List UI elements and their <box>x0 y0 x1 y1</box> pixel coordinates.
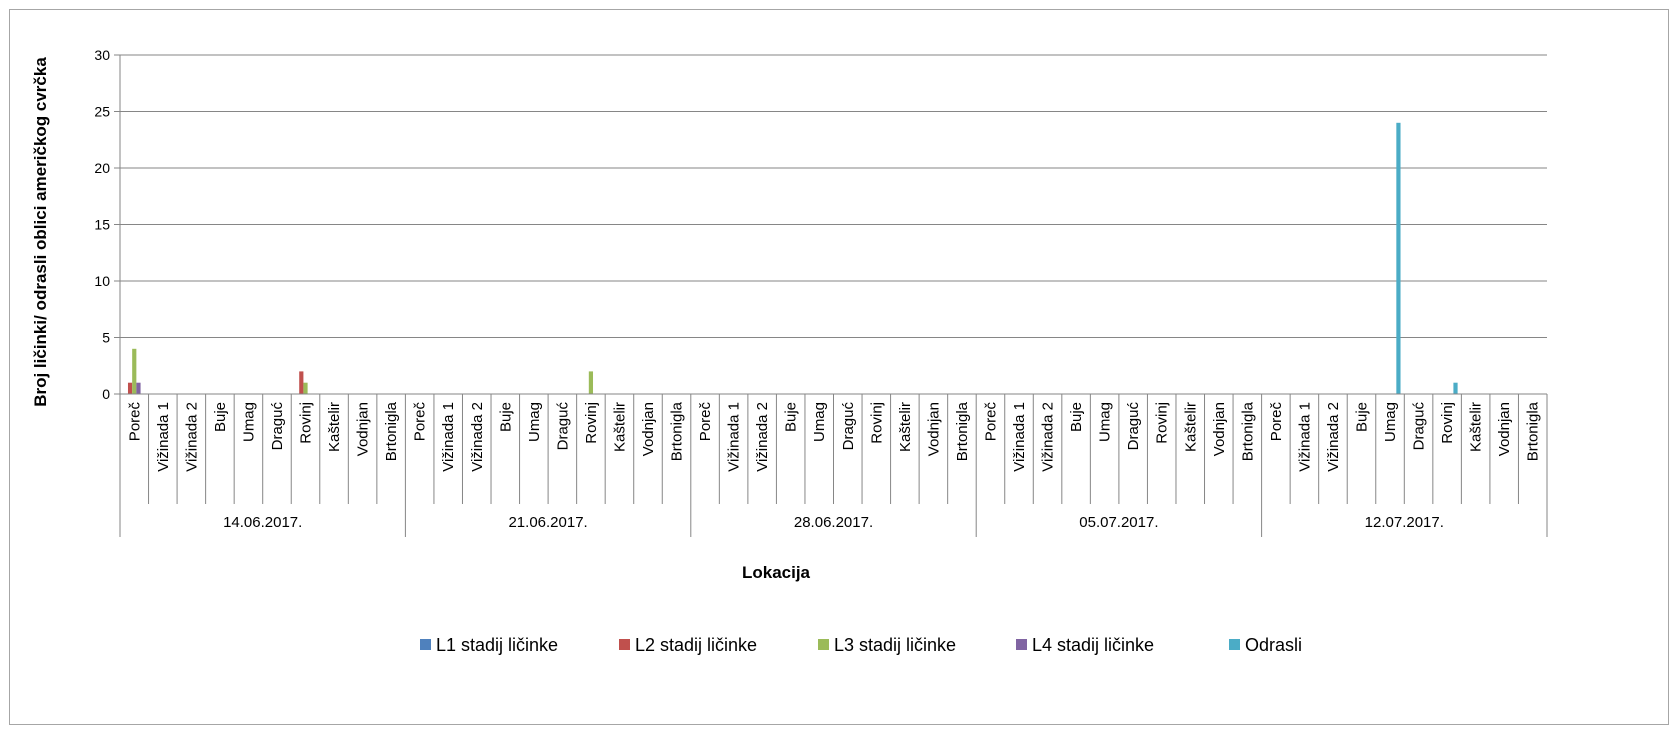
x-axis: Poreč Vižinada 1 Vižinada 2 Buje Umag Draguć R… <box>119 393 1548 537</box>
y-tick-label: 15 <box>94 217 110 233</box>
x-category-label: Brtonigla <box>954 401 971 461</box>
x-category-label: Vodnjan <box>1496 402 1513 456</box>
x-category-label: Draguć <box>554 402 571 451</box>
y-tick-label: 25 <box>94 104 110 120</box>
legend-label: Odrasli <box>1245 635 1302 655</box>
bar <box>132 348 137 394</box>
x-category-label: Draguć <box>1411 402 1428 451</box>
legend-label: L2 stadij ličinke <box>635 635 757 655</box>
x-group-label: 12.07.2017. <box>1365 514 1444 531</box>
x-category-label: Rovinj <box>1154 402 1171 444</box>
x-category-label: Draguć <box>269 402 286 451</box>
x-category-label: Buje <box>212 402 229 432</box>
x-category-label: Vižinada 2 <box>469 402 486 472</box>
bars <box>127 122 1458 395</box>
x-category-label: Vižinada 2 <box>754 402 771 472</box>
bar <box>136 382 141 394</box>
x-category-label: Umag <box>1097 402 1114 442</box>
legend-swatch <box>1229 639 1240 650</box>
y-axis-ticks: 0 5 10 15 20 25 30 <box>94 47 121 402</box>
x-category-label: Rovinj <box>583 402 600 444</box>
bar <box>1396 122 1401 395</box>
legend-swatch <box>619 639 630 650</box>
y-tick-label: 30 <box>94 47 110 63</box>
x-category-label: Buje <box>497 402 514 432</box>
x-category-label: Vodnjan <box>355 402 372 456</box>
bar <box>127 382 133 394</box>
y-tick-label: 0 <box>102 386 110 402</box>
x-category-label: Umag <box>240 402 257 442</box>
x-category-label: Rovinj <box>868 402 885 444</box>
x-category-label: Umag <box>811 402 828 442</box>
x-category-label: Vodnjan <box>1211 402 1228 456</box>
x-category-label: Kaštelir <box>1182 402 1199 452</box>
x-category-label: Vodnjan <box>925 402 942 456</box>
x-category-label: Umag <box>1382 402 1399 442</box>
x-category-label: Vižinada 1 <box>440 402 457 472</box>
legend-label: L4 stadij ličinke <box>1032 635 1154 655</box>
x-category-label: Brtonigla <box>1525 401 1542 461</box>
x-category-label: Kaštelir <box>326 402 343 452</box>
legend-label: L3 stadij ličinke <box>834 635 956 655</box>
x-category-label: Vižinada 2 <box>1325 402 1342 472</box>
legend: L1 stadij ličinke L2 stadij ličinke L3 sta… <box>420 635 1302 655</box>
x-category-label: Vižinada 2 <box>1040 402 1057 472</box>
x-category-label: Poreč <box>1268 402 1285 442</box>
x-category-label: Draguć <box>1125 402 1142 451</box>
x-category-label: Rovinj <box>298 402 315 444</box>
x-category-label: Poreč <box>126 402 143 442</box>
legend-swatch <box>818 639 829 650</box>
legend-label: L1 stadij ličinke <box>436 635 558 655</box>
gridlines <box>120 54 1547 338</box>
y-axis-title: Broj ličinki/ odrasli oblici američkog c… <box>31 57 50 407</box>
x-category-label: Vižinada 1 <box>1011 402 1028 472</box>
bar <box>299 371 304 394</box>
x-category-label: Brtonigla <box>383 401 400 461</box>
x-category-label: Vižinada 1 <box>155 402 172 472</box>
bar <box>303 382 308 394</box>
legend-swatch <box>420 639 431 650</box>
x-category-label: Brtonigla <box>669 401 686 461</box>
x-category-label: Kaštelir <box>1468 402 1485 452</box>
y-tick-label: 5 <box>102 330 110 346</box>
x-category-label: Poreč <box>697 402 714 442</box>
x-category-label: Umag <box>526 402 543 442</box>
x-axis-title: Lokacija <box>742 563 811 582</box>
bar <box>1453 382 1458 394</box>
x-category-label: Poreč <box>982 402 999 442</box>
bar <box>588 371 594 394</box>
x-category-label: Buje <box>1068 402 1085 432</box>
x-category-label: Rovinj <box>1439 402 1456 444</box>
x-category-label: Vižinada 2 <box>183 402 200 472</box>
x-category-label: Brtonigla <box>1239 401 1256 461</box>
x-category-label: Buje <box>1353 402 1370 432</box>
x-category-label: Kaštelir <box>897 402 914 452</box>
y-tick-label: 20 <box>94 160 110 176</box>
x-category-label: Vižinada 1 <box>1296 402 1313 472</box>
x-group-label: 28.06.2017. <box>794 514 873 531</box>
x-group-label: 05.07.2017. <box>1079 514 1158 531</box>
x-category-label: Vodnjan <box>640 402 657 456</box>
x-category-label: Draguć <box>840 402 857 451</box>
chart-border <box>9 9 1669 725</box>
legend-swatch <box>1016 639 1027 650</box>
x-category-label: Poreč <box>412 402 429 442</box>
x-category-label: Buje <box>783 402 800 432</box>
x-category-label: Kaštelir <box>611 402 628 452</box>
y-tick-label: 10 <box>94 273 110 289</box>
x-category-label: Vižinada 1 <box>726 402 743 472</box>
x-group-label: 14.06.2017. <box>223 514 302 531</box>
x-group-label: 21.06.2017. <box>508 514 587 531</box>
